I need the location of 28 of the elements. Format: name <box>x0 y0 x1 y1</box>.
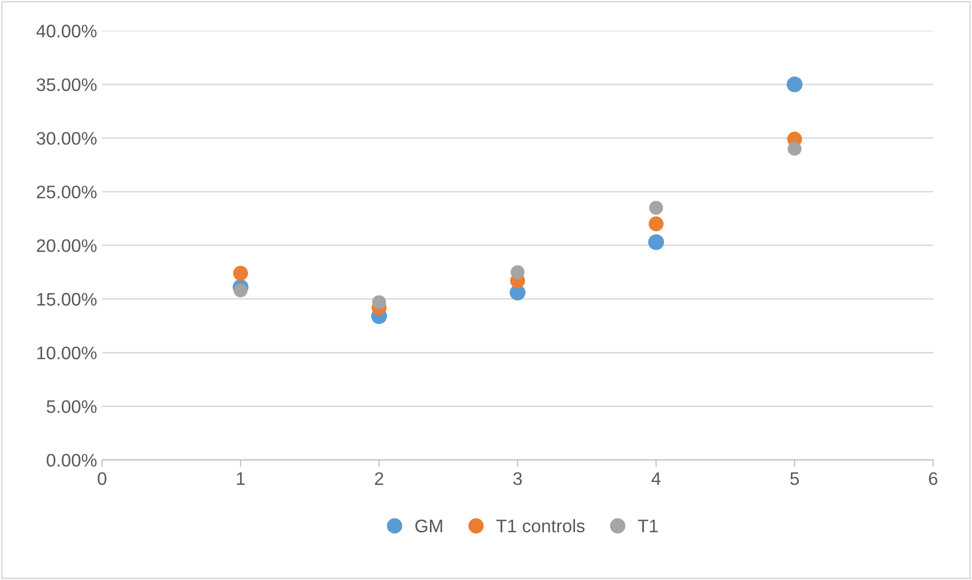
legend-label: T1 controls <box>496 519 585 532</box>
x-tick-label: 0 <box>98 472 106 486</box>
y-tick-label: 0.00% <box>46 454 97 467</box>
point <box>786 76 803 92</box>
point <box>648 234 664 250</box>
y-tick-label: 30.00% <box>36 132 97 145</box>
point <box>648 216 664 232</box>
x-tick-label: 1 <box>236 472 245 485</box>
legend-label: T1 <box>638 520 658 532</box>
point <box>372 295 386 310</box>
point <box>510 265 525 280</box>
x-tick-label: 3 <box>513 472 522 486</box>
y-tick-label: 25.00% <box>36 186 97 198</box>
y-tick-label: 35.00% <box>36 78 97 92</box>
legend-label: GM <box>415 520 442 532</box>
y-tick-label: 10.00% <box>37 346 97 360</box>
x-tick-label: 2 <box>374 472 384 485</box>
y-tick-label: 5.00% <box>46 400 97 414</box>
point <box>233 266 248 281</box>
y-tick-label: 20.00% <box>36 239 97 252</box>
point <box>788 142 802 156</box>
point <box>234 283 248 298</box>
x-tick-label: 6 <box>929 472 938 486</box>
y-tick-label: 15.00% <box>37 292 97 306</box>
point <box>649 200 664 215</box>
x-tick-label: 5 <box>790 472 799 486</box>
y-tick-label: 40.00% <box>36 24 97 38</box>
x-tick-label: 4 <box>651 472 661 485</box>
